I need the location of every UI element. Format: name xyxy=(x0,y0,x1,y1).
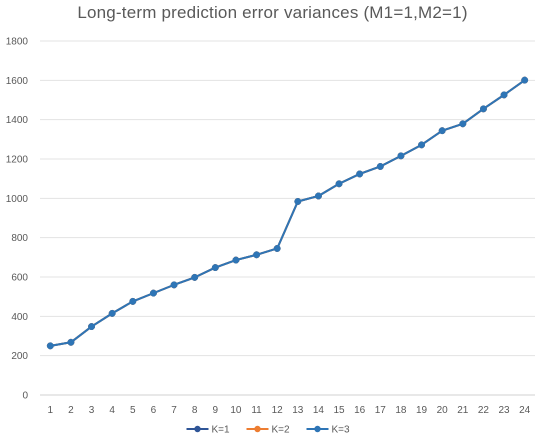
x-tick-label: 20 xyxy=(437,405,449,416)
x-tick-label: 2 xyxy=(68,405,74,416)
data-point xyxy=(253,251,261,259)
data-point xyxy=(149,289,157,297)
legend-label: K=1 xyxy=(212,425,231,436)
x-tick-label: 19 xyxy=(416,405,428,416)
legend-marker xyxy=(254,425,261,433)
x-tick-label: 22 xyxy=(478,405,490,416)
data-point xyxy=(46,342,54,350)
data-point xyxy=(129,297,137,305)
data-point xyxy=(294,198,302,205)
y-tick-label: 400 xyxy=(11,312,28,323)
x-tick-label: 21 xyxy=(457,405,469,416)
y-tick-label: 800 xyxy=(11,233,28,244)
legend-label: K=3 xyxy=(332,425,351,436)
data-point xyxy=(67,338,75,346)
x-tick-label: 15 xyxy=(334,405,346,416)
legend-marker xyxy=(314,425,321,433)
data-point xyxy=(356,170,364,178)
data-point xyxy=(479,105,487,113)
series-line-3 xyxy=(50,79,526,347)
x-tick-label: 6 xyxy=(151,405,157,416)
x-tick-label: 10 xyxy=(230,405,242,416)
x-tick-label: 24 xyxy=(519,405,531,416)
x-tick-label: 13 xyxy=(292,405,304,416)
data-point xyxy=(232,256,240,264)
x-tick-label: 7 xyxy=(171,405,177,416)
data-point xyxy=(438,127,446,135)
x-tick-label: 14 xyxy=(313,405,325,416)
chart-title: Long-term prediction error variances (M1… xyxy=(77,3,468,22)
y-tick-label: 600 xyxy=(11,273,28,284)
data-point xyxy=(376,163,384,170)
data-point xyxy=(314,192,322,200)
y-tick-label: 1800 xyxy=(6,37,29,48)
legend-label: K=2 xyxy=(272,425,291,436)
x-tick-label: 23 xyxy=(499,405,511,416)
data-point xyxy=(397,152,405,160)
data-point xyxy=(191,273,199,281)
x-tick-label: 17 xyxy=(375,405,387,416)
y-tick-label: 1600 xyxy=(6,76,29,87)
x-tick-label: 1 xyxy=(48,405,54,416)
y-tick-label: 200 xyxy=(11,351,28,362)
x-tick-label: 8 xyxy=(192,405,198,416)
data-point xyxy=(500,91,508,99)
y-tick-label: 1400 xyxy=(6,115,29,126)
x-tick-label: 11 xyxy=(251,405,262,416)
x-tick-label: 18 xyxy=(395,405,407,416)
x-tick-label: 16 xyxy=(354,405,366,416)
data-point xyxy=(521,76,529,84)
y-tick-label: 1200 xyxy=(6,155,29,166)
x-tick-label: 12 xyxy=(272,405,284,416)
data-point xyxy=(459,120,467,128)
legend-marker xyxy=(194,425,201,433)
data-point xyxy=(335,180,343,188)
data-point xyxy=(418,141,426,149)
data-point xyxy=(170,281,178,289)
y-tick-label: 0 xyxy=(22,391,28,402)
data-point xyxy=(88,323,96,331)
data-point xyxy=(108,309,116,317)
x-tick-label: 4 xyxy=(109,405,115,416)
y-tick-label: 1000 xyxy=(6,194,29,205)
data-point xyxy=(273,245,281,252)
x-tick-label: 3 xyxy=(89,405,95,416)
data-point xyxy=(211,264,219,272)
x-tick-label: 5 xyxy=(130,405,136,416)
x-tick-label: 9 xyxy=(213,405,219,416)
